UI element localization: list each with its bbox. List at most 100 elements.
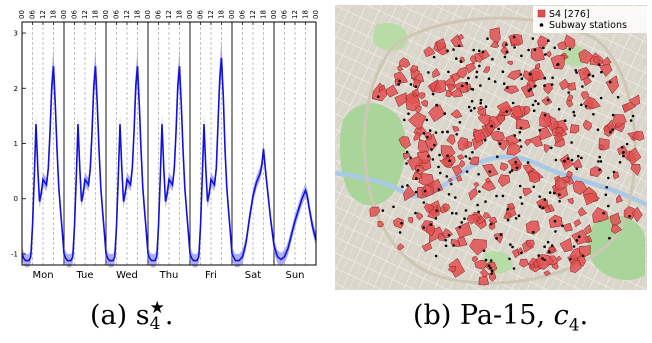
subway-station-dot [563, 159, 566, 163]
hour-tick-label: 18 [50, 10, 58, 19]
subway-station-dot [538, 128, 542, 132]
region-polygon [403, 185, 416, 202]
subway-station-dot [441, 130, 444, 134]
region-polygon [580, 91, 590, 101]
subway-station-dot [401, 185, 404, 188]
region-polygon [536, 254, 554, 270]
subway-station-dot [608, 236, 611, 240]
hour-tick-label: 00 [186, 10, 194, 19]
region-polygon [503, 212, 512, 220]
subway-station-dot [537, 254, 540, 257]
subway-station-dot [437, 188, 441, 191]
subway-station-dot [473, 106, 476, 110]
subway-station-dot [519, 145, 523, 148]
subway-station-dot [414, 190, 418, 194]
subway-station-dot [542, 46, 545, 50]
subway-station-dot [489, 222, 493, 226]
region-polygon [446, 84, 456, 93]
region-polygon [407, 111, 427, 131]
subway-station-dot [553, 219, 557, 223]
region-polygon [623, 206, 636, 220]
subway-station-dot [398, 231, 402, 234]
subway-station-dot [452, 48, 455, 51]
y-tick-label: 2 [14, 85, 18, 93]
subway-station-dot [538, 205, 542, 208]
subway-station-dot [515, 166, 519, 170]
subway-station-dot [550, 146, 553, 150]
subway-station-dot [581, 85, 584, 88]
region-polygon [506, 60, 513, 66]
region-polygon [555, 176, 568, 191]
region-polygon [582, 96, 601, 110]
day-label: Fri [205, 270, 217, 281]
caption-b-prefix: (b) Pa-15, [413, 300, 554, 331]
subway-station-dot [544, 53, 547, 56]
subway-station-dot [502, 82, 506, 85]
region-polygon [414, 165, 426, 176]
subway-station-dot [529, 88, 532, 91]
region-polygon [466, 214, 480, 225]
subway-station-dot [527, 48, 530, 52]
region-polygon [578, 48, 594, 64]
hour-tick-label: 12 [291, 10, 299, 19]
subway-station-dot [488, 170, 492, 173]
region-polygon [478, 276, 490, 286]
subway-station-dot [596, 128, 600, 131]
region-polygon [598, 144, 605, 150]
subway-station-dot [513, 134, 517, 137]
hour-tick-label: 12 [165, 10, 173, 19]
subway-station-dot [457, 44, 461, 48]
y-tick-label: 0 [14, 195, 18, 203]
subway-station-dot [592, 113, 595, 116]
subway-station-dot [628, 215, 631, 218]
region-polygon [377, 220, 385, 228]
region-polygon [482, 212, 492, 219]
subway-station-dot [478, 49, 481, 53]
subway-station-dot [447, 193, 451, 196]
region-polygon [508, 33, 523, 46]
region-polygon [497, 174, 511, 188]
region-polygon [481, 180, 496, 192]
subway-station-dot [519, 126, 523, 130]
subway-station-dot [446, 154, 449, 158]
subway-station-dot [434, 131, 438, 134]
subway-station-dot [543, 258, 546, 262]
hour-tick-label: 00 [18, 10, 26, 19]
subway-station-dot [506, 218, 510, 222]
subway-station-dot [512, 267, 516, 270]
region-polygon [450, 87, 463, 98]
subway-station-dot [532, 185, 536, 189]
region-polygon [432, 67, 441, 79]
region-polygon [616, 144, 628, 156]
subway-station-dot [533, 84, 536, 88]
subway-station-dot [597, 160, 600, 163]
caption-b-sub: 4 [568, 315, 580, 336]
region-polygon [455, 175, 463, 182]
region-polygon [621, 101, 637, 114]
subway-station-dot [529, 72, 532, 76]
region-polygon [450, 108, 463, 119]
subway-station-dot [435, 103, 439, 107]
region-polygon [454, 221, 473, 239]
subway-station-dot [472, 48, 475, 52]
subway-station-dot [599, 96, 603, 100]
subway-station-dot [487, 77, 491, 80]
subway-station-dot [550, 83, 554, 86]
region-polygon [631, 206, 643, 223]
region-polygon [605, 75, 619, 95]
subway-station-dot [598, 155, 601, 159]
subway-station-dot [450, 182, 453, 186]
subway-station-dot [620, 146, 624, 149]
subway-station-dot [569, 258, 572, 261]
subway-station-dot [444, 244, 448, 248]
hour-tick-label: 00 [270, 10, 278, 19]
subway-station-dot [446, 130, 449, 133]
subway-station-dot [519, 196, 522, 199]
subway-station-dot [477, 210, 480, 214]
subway-station-dot [538, 195, 541, 198]
subway-station-dot [434, 254, 438, 258]
region-polygon [534, 63, 541, 69]
subway-station-dot [518, 131, 522, 134]
region-polygon [458, 159, 466, 168]
